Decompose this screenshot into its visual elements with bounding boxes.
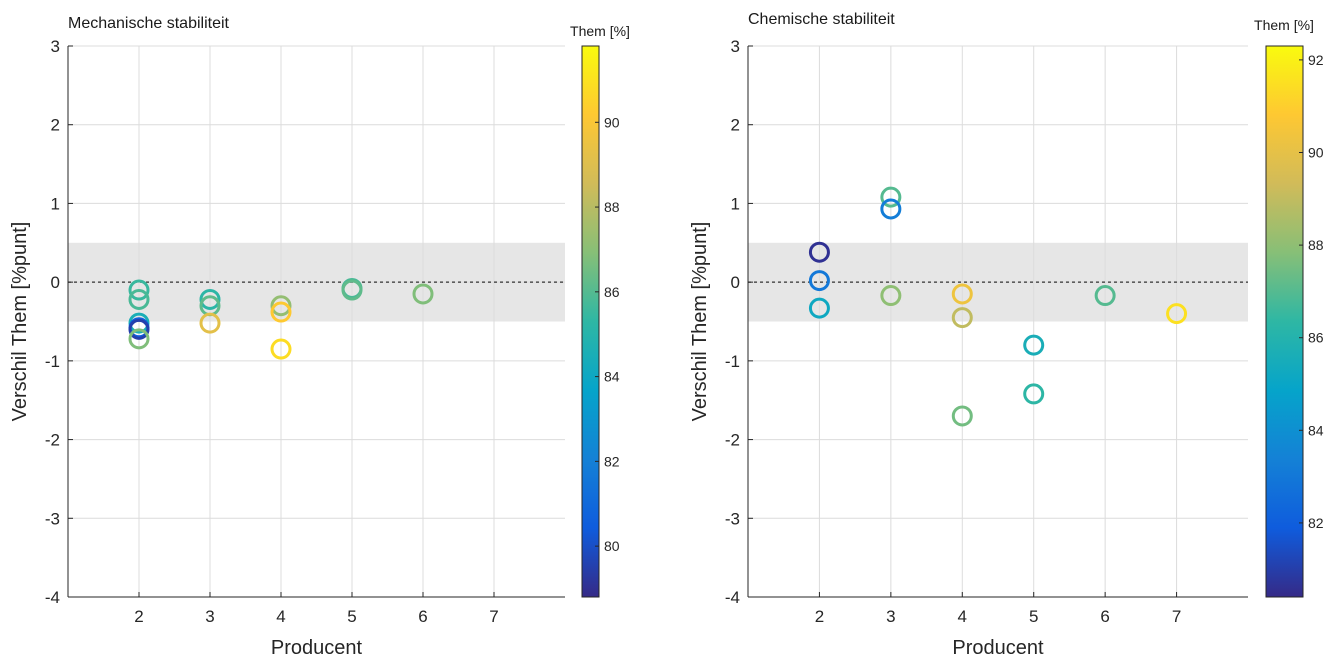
y-tick-label: -3: [725, 509, 740, 528]
y-tick-label: -4: [725, 588, 740, 607]
data-point: [128, 318, 150, 340]
chart-panel: 2 3 4 5 6 7 -4 -3 -2 -1 0 1 2 3 Producent Verschil Them…: [9, 15, 630, 659]
x-tick-label: 6: [1100, 607, 1109, 626]
x-tick-label: 5: [347, 607, 356, 626]
y-axis-label: Verschil Them [%punt]: [9, 222, 31, 422]
colorbar-tick-label: 82: [1308, 515, 1324, 531]
data-point: [128, 288, 150, 310]
y-tick-label: -4: [45, 588, 60, 607]
x-tick-label: 3: [205, 607, 214, 626]
data-point: [128, 279, 150, 301]
data-point: [270, 301, 292, 323]
colorbar-tick-label: 92: [1308, 52, 1324, 68]
data-point: [808, 270, 830, 292]
data-point: [1023, 334, 1045, 356]
data-point: [1166, 303, 1188, 325]
colorbar: [581, 45, 600, 598]
x-tick-label: 7: [1172, 607, 1181, 626]
data-point: [270, 295, 292, 317]
data-point: [808, 241, 830, 263]
y-tick-label: 0: [51, 273, 60, 292]
y-tick-label: 0: [731, 273, 740, 292]
y-tick-label: 3: [731, 37, 740, 56]
y-axis-label: Verschil Them [%punt]: [689, 222, 711, 422]
data-point: [128, 328, 150, 350]
data-point: [951, 405, 973, 427]
data-point: [341, 279, 363, 301]
colorbar-tick-label: 88: [1308, 237, 1324, 253]
colorbar-tick-label: 86: [1308, 330, 1324, 346]
x-tick-label: 5: [1029, 607, 1038, 626]
colorbar-tick-label: 86: [604, 284, 620, 300]
data-point: [412, 283, 434, 305]
x-tick-label: 6: [418, 607, 427, 626]
chart-title: Chemische stabiliteit: [748, 11, 895, 28]
y-tick-label: -1: [725, 352, 740, 371]
colorbar: [1265, 45, 1304, 598]
colorbar-tick-label: 90: [1308, 144, 1324, 160]
data-point: [1023, 383, 1045, 405]
x-axis-label: Producent: [271, 637, 363, 659]
data-point: [880, 186, 902, 208]
chart-title: Mechanische stabiliteit: [68, 15, 230, 32]
data-point: [951, 283, 973, 305]
data-point: [199, 312, 221, 334]
colorbar-title: Them [%]: [1254, 17, 1314, 33]
x-tick-label: 4: [276, 607, 285, 626]
data-point: [880, 198, 902, 220]
y-tick-label: -2: [725, 431, 740, 450]
data-point: [270, 338, 292, 360]
x-tick-label: 7: [489, 607, 498, 626]
colorbar-tick-label: 82: [604, 453, 620, 469]
chart-panel: 2 3 4 5 6 7 -4 -3 -2 -1 0 1 2 3 Producent Verschil Them…: [689, 11, 1324, 659]
y-tick-label: 3: [51, 37, 60, 56]
y-tick-label: 2: [731, 116, 740, 135]
y-tick-label: 2: [51, 116, 60, 135]
colorbar-tick-label: 84: [1308, 422, 1324, 438]
data-point: [199, 288, 221, 310]
colorbar-tick-label: 84: [604, 369, 620, 385]
x-tick-label: 2: [134, 607, 143, 626]
y-tick-label: -1: [45, 352, 60, 371]
x-tick-label: 2: [815, 607, 824, 626]
data-point: [1094, 285, 1116, 307]
data-point: [951, 307, 973, 329]
y-tick-label: -2: [45, 431, 60, 450]
colorbar-title: Them [%]: [570, 23, 630, 39]
y-tick-label: 1: [51, 194, 60, 213]
y-tick-label: -3: [45, 509, 60, 528]
data-point: [880, 285, 902, 307]
x-axis-label: Producent: [952, 637, 1044, 659]
data-point: [808, 297, 830, 319]
x-tick-label: 4: [958, 607, 967, 626]
colorbar-tick-label: 80: [604, 538, 620, 554]
x-tick-label: 3: [886, 607, 895, 626]
colorbar-tick-label: 88: [604, 199, 620, 215]
y-tick-label: 1: [731, 194, 740, 213]
colorbar-tick-label: 90: [604, 114, 620, 130]
